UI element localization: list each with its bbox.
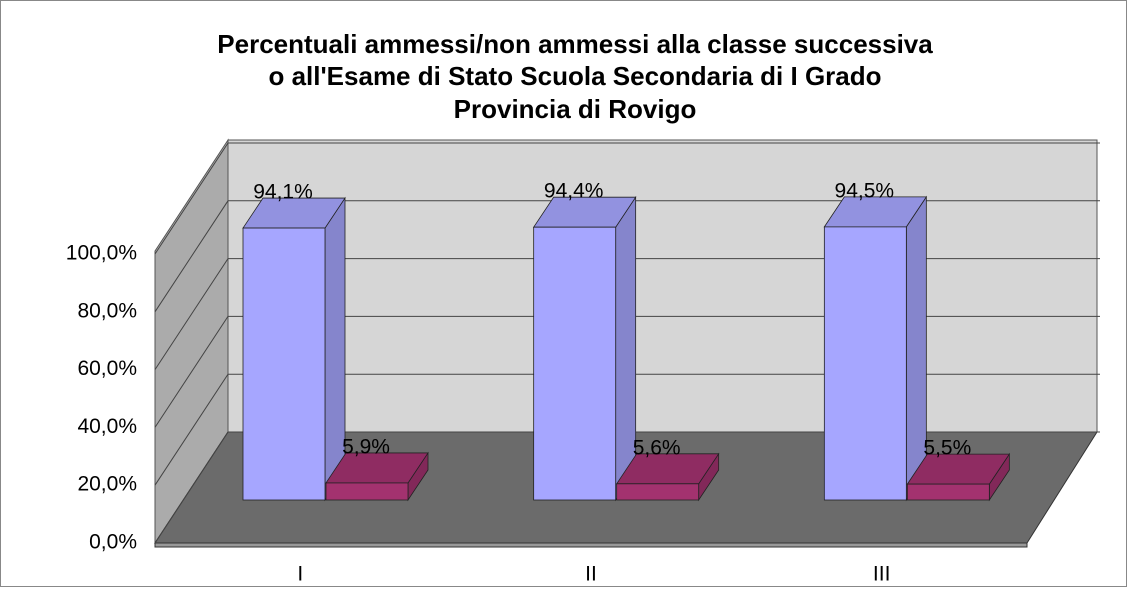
bar bbox=[532, 195, 637, 502]
bars: 94,1% 5,9% 94,4% 5,6% 94,5% 5,5% bbox=[242, 179, 1011, 502]
data-label: 94,1% bbox=[253, 181, 313, 204]
data-label: 94,4% bbox=[544, 180, 604, 203]
bar-front bbox=[906, 483, 990, 501]
x-tick-label: III bbox=[873, 563, 891, 586]
chart-title: o all'Esame di Stato Scuola Secondaria d… bbox=[268, 61, 881, 91]
bar-front bbox=[823, 226, 907, 501]
y-tick-label: 40,0% bbox=[77, 415, 137, 438]
data-label: 5,6% bbox=[633, 436, 681, 459]
grid-line bbox=[154, 315, 1100, 428]
grid-line bbox=[154, 373, 1100, 486]
grid-line bbox=[154, 142, 1100, 255]
chart-title: Provincia di Rovigo bbox=[454, 94, 697, 124]
bar-front bbox=[325, 482, 409, 501]
x-tick-label: II bbox=[585, 563, 597, 586]
data-label: 5,9% bbox=[342, 435, 390, 458]
grid-line bbox=[154, 200, 1100, 313]
data-label: 94,5% bbox=[835, 179, 895, 202]
bar bbox=[325, 451, 429, 502]
back-wall bbox=[227, 139, 1098, 433]
data-label: 5,5% bbox=[923, 437, 971, 460]
chart-title: Percentuali ammessi/non ammessi alla cla… bbox=[217, 29, 933, 59]
x-tick-label: I bbox=[297, 563, 303, 586]
y-tick-label: 0,0% bbox=[89, 531, 137, 554]
y-tick-label: 80,0% bbox=[77, 299, 137, 322]
floor-edge bbox=[154, 542, 1028, 548]
bar-front bbox=[533, 226, 617, 501]
grid-line bbox=[154, 431, 1100, 544]
y-tick-label: 100,0% bbox=[66, 242, 137, 265]
grid-line bbox=[154, 258, 1100, 370]
bar bbox=[615, 452, 720, 502]
bar-front bbox=[616, 483, 700, 501]
grid bbox=[154, 142, 1100, 544]
bar bbox=[823, 195, 928, 502]
bar bbox=[242, 196, 346, 502]
y-tick-label: 60,0% bbox=[77, 357, 137, 380]
bar bbox=[906, 452, 1011, 502]
y-tick-label: 20,0% bbox=[77, 473, 137, 496]
bar-front bbox=[242, 227, 326, 501]
